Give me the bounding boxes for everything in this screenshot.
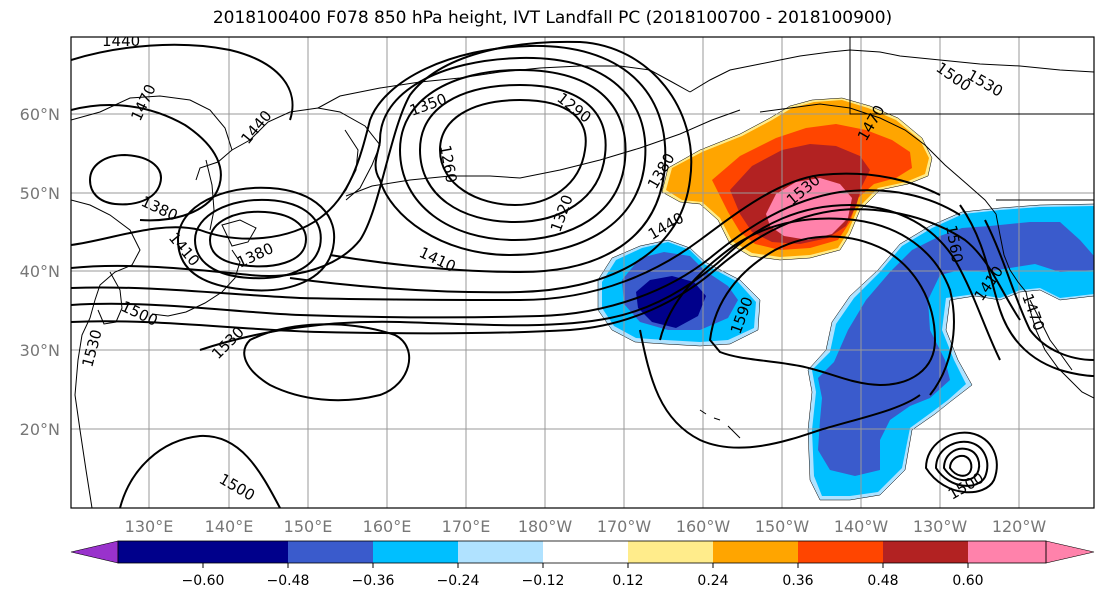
contour-1470 bbox=[71, 189, 961, 319]
siberia-coast bbox=[71, 95, 233, 181]
colorbar-outline bbox=[117, 540, 1047, 564]
contour-label: 1440 bbox=[102, 32, 140, 50]
contour-south-closed bbox=[119, 434, 281, 508]
colorbar-swatch bbox=[203, 541, 288, 563]
aleutians bbox=[345, 109, 741, 197]
gulf-of-alaska-coast bbox=[759, 103, 997, 215]
colorbar-swatch bbox=[883, 541, 968, 563]
colorbar-tick-label: −0.24 bbox=[437, 573, 480, 589]
contour-low-1320 bbox=[398, 68, 627, 242]
colorbar-tick-label: −0.12 bbox=[522, 573, 565, 589]
colorbar-swatch bbox=[118, 541, 203, 563]
colorbar-swatch bbox=[373, 541, 458, 563]
lon-label: 130°W bbox=[913, 517, 968, 536]
contour-north-arc bbox=[71, 43, 294, 121]
colorbar-swatch bbox=[713, 541, 798, 563]
contour-west-closed-3 bbox=[176, 186, 336, 292]
lon-label: 140°E bbox=[205, 517, 254, 536]
colorbar-tick-label: 0.12 bbox=[612, 573, 643, 589]
contour-low-1290 bbox=[418, 83, 607, 224]
contour-east-2 bbox=[984, 219, 1094, 361]
colorbar-tick-label: 0.60 bbox=[952, 573, 983, 589]
map-title: 2018100400 F078 850 hPa height, IVT Land… bbox=[212, 8, 893, 28]
lat-label: 20°N bbox=[20, 420, 60, 439]
colorbar-swatch bbox=[458, 541, 543, 563]
longitude-labels: 130°E 140°E 150°E 160°E 170°E 180°W 170°… bbox=[125, 517, 1047, 536]
colorbar-extend-left bbox=[70, 540, 119, 564]
latitude-labels: 60°N 50°N 40°N 30°N 20°N bbox=[20, 105, 60, 439]
gridlines bbox=[71, 37, 1094, 508]
colorbar-tick-label: 0.48 bbox=[867, 573, 898, 589]
contour-typhoon-3 bbox=[934, 440, 989, 487]
colorbar-ticks: −0.60 −0.48 −0.36 −0.24 −0.12 0.12 0.24 … bbox=[182, 563, 984, 589]
lon-label: 150°W bbox=[755, 517, 810, 536]
contour-ridge-east bbox=[959, 204, 1094, 377]
canada-border bbox=[849, 37, 1094, 115]
contour-south-lobe bbox=[243, 323, 411, 402]
colorbar-tick-label: −0.48 bbox=[267, 573, 310, 589]
contour-1560 bbox=[659, 217, 955, 396]
contour-typhoon-2 bbox=[942, 447, 981, 482]
colorbar-swatch bbox=[798, 541, 883, 563]
okhotsk-coast bbox=[231, 107, 381, 201]
bc-coast bbox=[995, 213, 1094, 399]
lon-label: 170°W bbox=[597, 517, 652, 536]
contour-typhoon-4 bbox=[924, 431, 998, 494]
lon-label: 150°E bbox=[284, 517, 333, 536]
lon-label: 160°W bbox=[676, 517, 731, 536]
lon-label: 120°W bbox=[992, 517, 1047, 536]
contour-1440 bbox=[71, 172, 941, 302]
contour-1350 bbox=[374, 56, 647, 257]
colorbar-tick-label: −0.60 bbox=[182, 573, 225, 589]
contour-west-closed-2 bbox=[193, 198, 322, 280]
lon-label: 140°W bbox=[834, 517, 889, 536]
lat-label: 60°N bbox=[20, 105, 60, 124]
contour-northwest-2 bbox=[71, 104, 222, 222]
ivt-blue-region-east bbox=[818, 222, 1094, 476]
contour-1530 bbox=[199, 203, 1001, 361]
baja-coast bbox=[1029, 299, 1073, 371]
contour-typhoon-1 bbox=[948, 454, 973, 477]
height-contours bbox=[71, 40, 1094, 508]
colorbar-extend-right bbox=[1045, 540, 1095, 564]
contour-west-closed-1 bbox=[208, 210, 307, 268]
colorbar bbox=[70, 540, 1095, 564]
contour-northwest-1 bbox=[88, 153, 162, 206]
contour-1410 bbox=[71, 40, 693, 294]
map-frame bbox=[70, 36, 1095, 509]
lon-label: 180°W bbox=[518, 517, 573, 536]
colorbar-swatch bbox=[968, 541, 1046, 563]
colorbar-swatch bbox=[543, 541, 628, 563]
lat-label: 50°N bbox=[20, 184, 60, 203]
lon-label: 170°E bbox=[442, 517, 491, 536]
contour-1500 bbox=[71, 208, 1021, 335]
contour-1500-south bbox=[639, 329, 921, 449]
hawaii-islands bbox=[699, 409, 741, 439]
colorbar-swatch bbox=[628, 541, 713, 563]
lon-label: 160°E bbox=[363, 517, 412, 536]
colorbar-tick-label: 0.36 bbox=[782, 573, 813, 589]
contour-low-center-1260 bbox=[438, 98, 587, 207]
colorbar-swatch bbox=[288, 541, 373, 563]
colorbar-tick-label: −0.36 bbox=[352, 573, 395, 589]
japan-hokkaido bbox=[221, 219, 257, 247]
asia-coast bbox=[71, 199, 141, 508]
lat-label: 30°N bbox=[20, 341, 60, 360]
lat-label: 40°N bbox=[20, 262, 60, 281]
colorbar-tick-label: 0.24 bbox=[697, 573, 728, 589]
contour-1590 bbox=[708, 235, 937, 387]
lon-label: 130°E bbox=[125, 517, 174, 536]
